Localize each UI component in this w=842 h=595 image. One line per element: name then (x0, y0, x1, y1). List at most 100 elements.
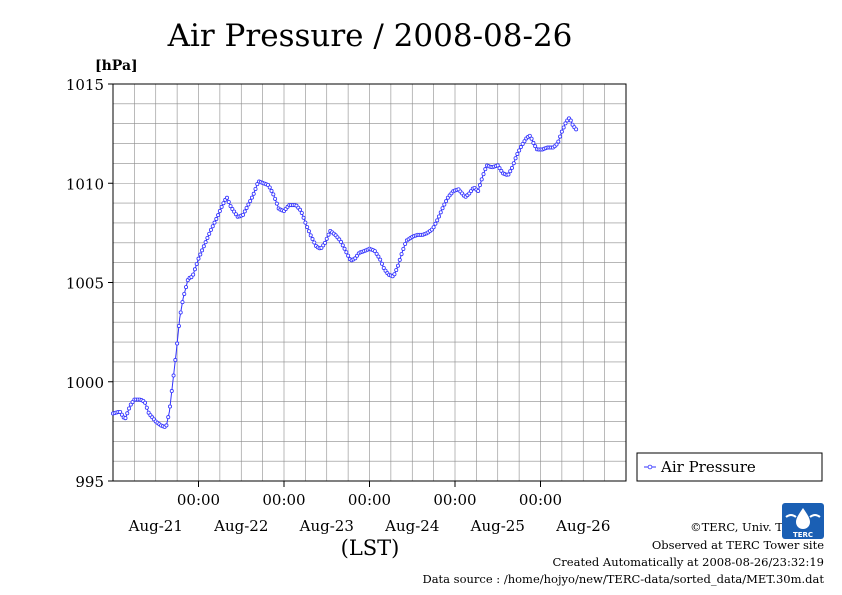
data-point (527, 133, 532, 138)
data-point (570, 122, 575, 127)
data-point (196, 256, 201, 261)
data-point (497, 166, 502, 171)
data-point (303, 220, 308, 225)
data-point (479, 177, 484, 182)
data-point (477, 183, 482, 188)
data-point (171, 373, 176, 378)
data-point (205, 235, 210, 240)
data-point (378, 257, 383, 262)
data-point (305, 225, 310, 230)
data-point (207, 231, 212, 236)
data-point (342, 246, 347, 251)
data-point (338, 239, 343, 244)
data-point (531, 140, 536, 145)
data-point (374, 251, 379, 256)
data-point (169, 389, 174, 394)
x-tick-time-label: 00:00 (348, 491, 391, 509)
data-point (563, 121, 568, 126)
y-tick-label: 1010 (66, 175, 104, 193)
data-point (556, 139, 561, 144)
data-point (241, 212, 246, 217)
data-point (224, 195, 229, 200)
data-point (176, 323, 181, 328)
data-point (230, 207, 235, 212)
x-axis-label: (LST) (341, 536, 400, 560)
credit-data-source: Data source : /home/hojyo/new/TERC-data/… (422, 572, 824, 586)
data-point (508, 169, 513, 174)
data-point (403, 241, 408, 246)
data-point (232, 209, 237, 214)
data-point (574, 127, 579, 132)
data-point (379, 261, 384, 266)
legend[interactable]: Air Pressure (636, 452, 823, 482)
data-point (271, 192, 276, 197)
data-point (326, 232, 331, 237)
x-axis-ticks: 00:00 00:00 00:00 00:00 00:00 Aug-21 Aug-22 Aug… (128, 481, 610, 535)
wave-icon (785, 514, 821, 518)
data-point (533, 144, 538, 149)
x-tick-time-label: 00:00 (433, 491, 476, 509)
data-point (166, 415, 171, 420)
data-point (376, 254, 381, 259)
data-point (476, 188, 481, 193)
data-point (198, 252, 203, 257)
data-point (180, 300, 185, 305)
data-point (395, 263, 400, 268)
data-point (511, 161, 516, 166)
y-tick-label: 1000 (66, 374, 104, 392)
data-point (212, 220, 217, 225)
data-point (182, 291, 187, 296)
data-point (344, 250, 349, 255)
data-point (298, 207, 303, 212)
data-point (520, 141, 525, 146)
data-point (436, 214, 441, 219)
data-point (219, 204, 224, 209)
data-point (529, 136, 534, 141)
x-date-label: Aug-23 (299, 517, 354, 535)
data-point (340, 243, 345, 248)
data-point (164, 423, 169, 428)
data-point (217, 209, 222, 214)
data-point (372, 249, 377, 254)
grid-lines (113, 84, 626, 481)
data-point (392, 272, 397, 277)
data-point (269, 188, 274, 193)
data-point (346, 253, 351, 258)
data-point (397, 257, 402, 262)
credit-created-timestamp: Created Automatically at 2008-08-26/23:3… (552, 555, 825, 569)
series-line (112, 116, 577, 429)
legend-box (636, 452, 823, 482)
data-point (438, 210, 443, 215)
y-tick-label: 995 (75, 473, 104, 491)
x-tick-time-label: 00:00 (262, 491, 305, 509)
data-point (401, 246, 406, 251)
legend-label-air-pressure: Air Pressure (660, 458, 756, 476)
credit-observed-site: Observed at TERC Tower site (651, 538, 824, 552)
x-tick-time-label: 00:00 (519, 491, 562, 509)
y-axis-unit-label: [hPa] (95, 58, 138, 74)
data-point (568, 118, 573, 123)
data-point (554, 142, 559, 147)
data-point (433, 221, 438, 226)
data-point (381, 265, 386, 270)
data-point (440, 206, 445, 211)
data-point (200, 248, 205, 253)
data-point (248, 199, 253, 204)
data-point (483, 167, 488, 172)
data-point (201, 244, 206, 249)
data-point (246, 202, 251, 207)
data-point (308, 233, 313, 238)
data-point (506, 172, 511, 177)
data-point (515, 151, 520, 156)
x-date-label: Aug-26 (555, 517, 610, 535)
data-point (442, 202, 447, 207)
data-point (244, 205, 249, 210)
data-point (191, 272, 196, 277)
legend-marker-swatch (647, 464, 653, 470)
data-point (119, 412, 124, 417)
data-point (233, 212, 238, 217)
y-tick-label: 1005 (66, 275, 104, 293)
water-drop-icon (796, 508, 810, 529)
data-point (144, 405, 149, 410)
